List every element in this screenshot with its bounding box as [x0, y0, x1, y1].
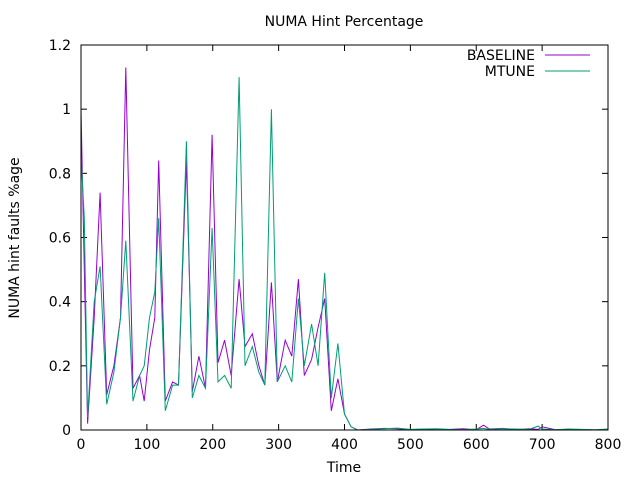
chart-title: NUMA Hint Percentage — [265, 14, 424, 30]
x-tick-label: 600 — [463, 437, 490, 453]
legend-label: MTUNE — [485, 64, 535, 80]
y-tick-label: 0.4 — [49, 295, 71, 311]
y-tick-label: 1 — [62, 102, 71, 118]
y-tick-label: 0 — [62, 423, 71, 439]
y-tick-label: 0.8 — [49, 166, 71, 182]
x-tick-label: 300 — [265, 437, 292, 453]
x-tick-label: 0 — [77, 437, 86, 453]
x-tick-label: 200 — [199, 437, 226, 453]
legend-label: BASELINE — [467, 48, 535, 64]
x-tick-label: 100 — [134, 437, 161, 453]
x-tick-label: 700 — [529, 437, 556, 453]
y-tick-label: 0.6 — [49, 231, 71, 247]
series-line-baseline — [80, 67, 608, 431]
series-lines — [80, 67, 609, 431]
x-tick-label: 400 — [331, 437, 358, 453]
series-line-mtune — [80, 77, 609, 431]
y-tick-label: 0.2 — [49, 359, 71, 375]
y-axis-label: NUMA hint faults %age — [7, 157, 23, 318]
x-tick-label: 800 — [595, 437, 622, 453]
axis-ticks: 0 100 200 300 400 500 600 700 800 0 0.2 0.4 0.6 0.8 1 1… — [49, 38, 622, 453]
x-tick-label: 500 — [397, 437, 424, 453]
plot-frame — [80, 44, 609, 431]
y-tick-label: 1.2 — [49, 38, 71, 54]
x-axis-label: Time — [326, 460, 361, 476]
